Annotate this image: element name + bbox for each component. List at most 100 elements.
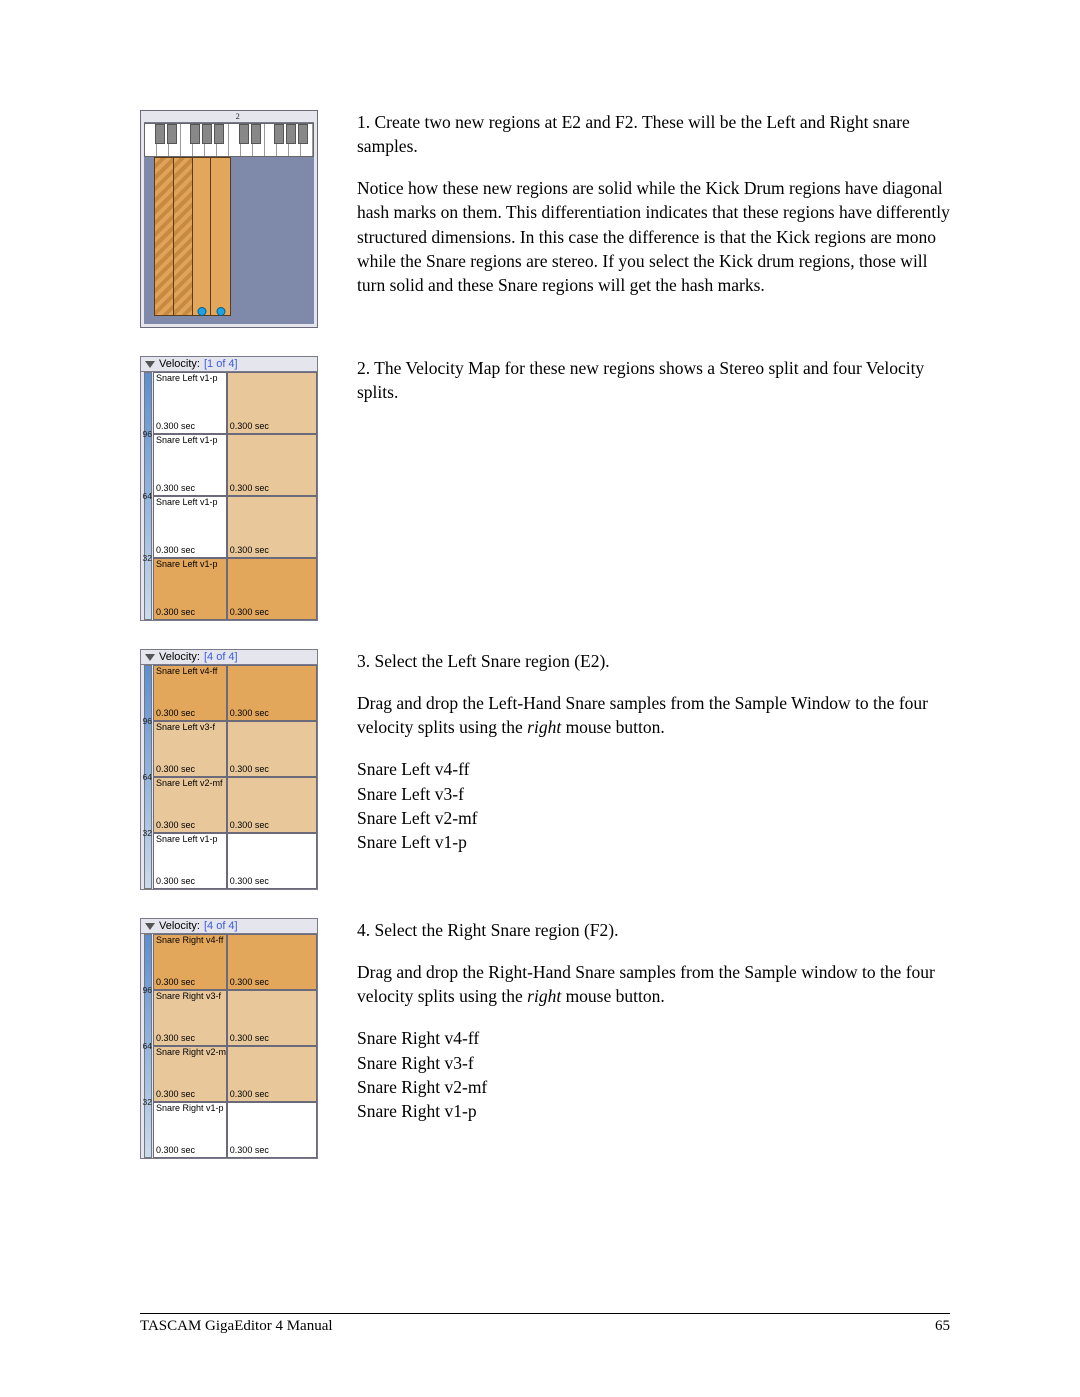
sample-name: Snare Left v1-p <box>357 830 950 854</box>
velocity-cell[interactable]: Snare Left v3-f 0.300 sec <box>153 721 227 777</box>
region-handle-icon[interactable] <box>197 307 206 316</box>
velocity-cell[interactable]: Snare Left v1-p 0.300 sec <box>153 833 227 889</box>
cell-duration: 0.300 sec <box>156 1034 195 1044</box>
sample-name: Snare Left v2-mf <box>357 806 950 830</box>
step4-lead: 4. Select the Right Snare region (F2). <box>357 918 950 942</box>
drum-region[interactable] <box>192 157 213 316</box>
velocity-header: Velocity: [1 of 4] <box>141 357 317 372</box>
velocity-cells: Snare Left v4-ff0.300 sec0.300 secSnare … <box>153 665 317 889</box>
cell-duration: 0.300 sec <box>156 1146 195 1156</box>
velocity-cell[interactable]: 0.300 sec <box>227 777 317 833</box>
step3-list: Snare Left v4-ffSnare Left v3-fSnare Lef… <box>357 757 950 854</box>
velocity-count: [4 of 4] <box>204 651 238 663</box>
velocity-cell[interactable]: 0.300 sec <box>227 1046 317 1102</box>
velocity-cell[interactable]: Snare Right v3-f 0.300 sec <box>153 990 227 1046</box>
velocity-cell[interactable]: Snare Left v4-ff 0.300 sec <box>153 665 227 721</box>
velocity-cell[interactable]: Snare Left v1-p 0.300 sec <box>153 372 227 434</box>
sample-name: Snare Right v2-mf <box>357 1075 950 1099</box>
velocity-axis: 96 64 32 <box>141 934 153 1158</box>
cell-label: Snare Left v1-p <box>156 560 224 570</box>
sample-name: Snare Right v1-p <box>357 1099 950 1123</box>
cell-duration: 0.300 sec <box>156 978 195 988</box>
velocity-axis: 966432 <box>141 372 153 620</box>
velocity-cell[interactable]: 0.300 sec <box>227 990 317 1046</box>
disclosure-triangle-icon[interactable] <box>145 923 155 930</box>
velocity-count: [4 of 4] <box>204 920 238 932</box>
step1-para: Notice how these new regions are solid w… <box>357 176 950 297</box>
cell-label: Snare Right v3-f <box>156 992 224 1002</box>
velocity-cell[interactable]: 0.300 sec <box>227 496 317 558</box>
axis-tick: 64 <box>143 1041 152 1051</box>
velocity-cell[interactable]: Snare Left v1-p 0.300 sec <box>153 558 227 620</box>
region-handle-icon[interactable] <box>216 307 225 316</box>
velocity-label: Velocity: <box>159 651 200 663</box>
velocity-cell[interactable]: Snare Left v1-p 0.300 sec <box>153 496 227 558</box>
disclosure-triangle-icon[interactable] <box>145 654 155 661</box>
cell-duration: 0.300 sec <box>230 765 269 775</box>
step1-lead: 1. Create two new regions at E2 and F2. … <box>357 110 950 158</box>
velocity-count: [1 of 4] <box>204 358 238 370</box>
cell-duration: 0.300 sec <box>156 422 195 432</box>
axis-tick: 32 <box>143 1097 152 1107</box>
cell-duration: 0.300 sec <box>156 546 195 556</box>
velocity-cell[interactable]: 0.300 sec <box>227 721 317 777</box>
velocity-cell[interactable]: Snare Right v1-p 0.300 sec <box>153 1102 227 1158</box>
velocity-cell[interactable]: 0.300 sec <box>227 558 317 620</box>
cell-duration: 0.300 sec <box>230 877 269 887</box>
cell-label: Snare Left v3-f <box>156 723 224 733</box>
row-step-2: Velocity: [1 of 4] 966432 Snare Left v1-… <box>140 356 950 621</box>
cell-label: Snare Left v1-p <box>156 374 224 384</box>
cell-duration: 0.300 sec <box>156 709 195 719</box>
row-step-4: Velocity: [4 of 4] 96 64 32 Snare Right v4… <box>140 918 950 1159</box>
velocity-cell[interactable]: 0.300 sec <box>227 434 317 496</box>
cell-duration: 0.300 sec <box>230 978 269 988</box>
velocity-cell[interactable]: 0.300 sec <box>227 1102 317 1158</box>
cell-label: Snare Left v2-mf <box>156 779 224 789</box>
step2-lead: 2. The Velocity Map for these new region… <box>357 356 950 404</box>
velocity-header: Velocity: [4 of 4] <box>141 650 317 665</box>
velocity-header: Velocity: [4 of 4] <box>141 919 317 934</box>
velocity-cell[interactable]: Snare Left v1-p 0.300 sec <box>153 434 227 496</box>
cell-label: Snare Left v1-p <box>156 436 224 446</box>
cell-label: Snare Left v1-p <box>156 498 224 508</box>
axis-tick: 96 <box>143 985 152 995</box>
velocity-cell[interactable]: 0.300 sec <box>227 833 317 889</box>
cell-duration: 0.300 sec <box>156 765 195 775</box>
cell-duration: 0.300 sec <box>156 484 195 494</box>
axis-tick: 96 <box>143 716 152 726</box>
cell-label: Snare Left v4-ff <box>156 667 224 677</box>
sample-name: Snare Left v3-f <box>357 782 950 806</box>
cell-duration: 0.300 sec <box>156 1090 195 1100</box>
step3-lead: 3. Select the Left Snare region (E2). <box>357 649 950 673</box>
cell-duration: 0.300 sec <box>156 821 195 831</box>
velocity-label: Velocity: <box>159 358 200 370</box>
cell-duration: 0.300 sec <box>230 1034 269 1044</box>
cell-duration: 0.300 sec <box>230 1146 269 1156</box>
region-pane <box>144 157 314 324</box>
velocity-cell[interactable]: Snare Right v4-ff0.300 sec <box>153 934 227 990</box>
cell-duration: 0.300 sec <box>230 484 269 494</box>
axis-tick: 96 <box>143 429 152 439</box>
disclosure-triangle-icon[interactable] <box>145 361 155 368</box>
cell-label: Snare Right v1-p <box>156 1104 224 1114</box>
velocity-map-c: Velocity: [4 of 4] 96 64 32 Snare Right v4… <box>140 918 318 1159</box>
velocity-cell[interactable]: 0.300 sec <box>227 934 317 990</box>
axis-tick: 64 <box>143 491 152 501</box>
axis-tick: 32 <box>143 828 152 838</box>
cell-label: Snare Left v1-p <box>156 835 224 845</box>
drum-region[interactable] <box>173 157 194 316</box>
cell-label: Snare Right v2-mf <box>156 1048 224 1058</box>
velocity-cell[interactable]: 0.300 sec <box>227 665 317 721</box>
cell-duration: 0.300 sec <box>156 608 195 618</box>
velocity-cell[interactable]: 0.300 sec <box>227 372 317 434</box>
velocity-cell[interactable]: Snare Right v2-mf 0.300 sec <box>153 1046 227 1102</box>
cell-duration: 0.300 sec <box>156 877 195 887</box>
velocity-cell[interactable]: Snare Left v2-mf 0.300 sec <box>153 777 227 833</box>
cell-duration: 0.300 sec <box>230 422 269 432</box>
sample-name: Snare Right v3-f <box>357 1051 950 1075</box>
velocity-map-b: Velocity: [4 of 4] 966432 Snare Left v4-… <box>140 649 318 890</box>
drum-region[interactable] <box>210 157 231 316</box>
drum-region[interactable] <box>154 157 175 316</box>
cell-duration: 0.300 sec <box>230 821 269 831</box>
velocity-cells: Snare Left v1-p0.300 sec0.300 secSnare L… <box>153 372 317 620</box>
